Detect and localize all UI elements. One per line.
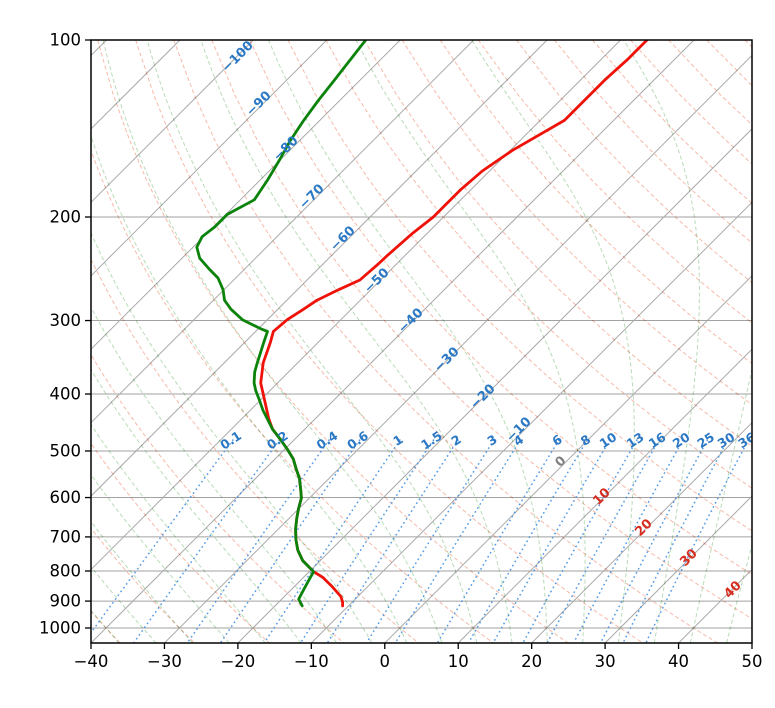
y-tick-label: 600 [50,488,82,507]
axis-ticks [85,39,753,649]
x-tick-label: 30 [595,652,616,671]
tick-labels: −40 −30 −20 −10 0 10 20 30 40 50 100 200 300 400 500 60… [39,31,762,672]
y-tick-label: 500 [50,441,82,460]
x-tick-label: −20 [220,652,255,671]
y-tick-label: 700 [50,527,82,546]
x-tick-label: 50 [741,652,762,671]
x-tick-label: −30 [147,652,182,671]
y-tick-label: 800 [50,562,82,581]
dewpoint-line [195,40,368,608]
pressure-gridlines [91,40,752,629]
x-tick-label: 10 [448,652,469,671]
x-tick-label: −10 [294,652,329,671]
x-tick-label: −40 [74,652,109,671]
plot-border [90,39,753,644]
y-tick-label: 400 [50,385,82,404]
y-tick-label: 1000 [39,619,81,638]
y-tick-label: 100 [50,31,82,50]
y-tick-label: 200 [50,208,82,227]
x-tick-label: 40 [668,652,689,671]
mixing-ratio-lines [91,439,750,643]
y-tick-label: 300 [50,311,82,330]
moist-adiabats [91,40,752,643]
x-tick-label: 20 [521,652,542,671]
x-tick-label: 0 [380,652,391,671]
dry-adiabats [91,40,752,643]
y-tick-label: 900 [50,592,82,611]
